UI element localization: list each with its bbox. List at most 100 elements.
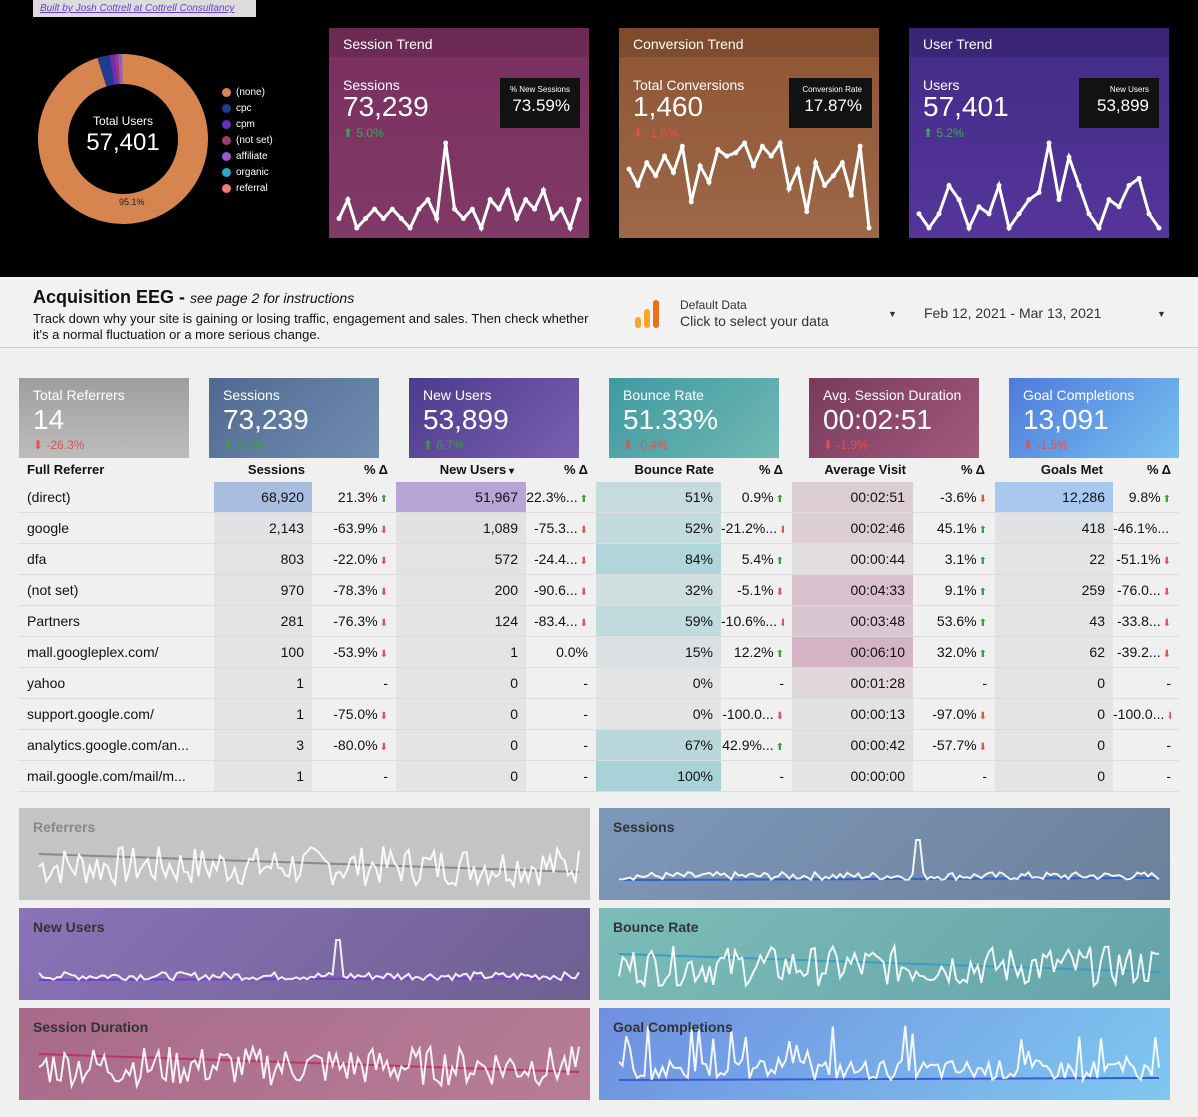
trend-point[interactable] xyxy=(804,209,810,215)
table-row[interactable]: analytics.google.com/an... 3 -80.0% ⬇︎ 0-67%… xyxy=(19,730,1179,761)
trend-point[interactable] xyxy=(567,225,573,231)
trend-point[interactable] xyxy=(768,153,774,159)
chevron-down-icon[interactable]: ▼ xyxy=(1157,309,1166,319)
trend-point[interactable] xyxy=(398,216,404,222)
trend-point[interactable] xyxy=(532,206,538,212)
trend-point[interactable] xyxy=(1066,154,1072,160)
trend-point[interactable] xyxy=(1026,197,1032,203)
column-header[interactable]: New Users ▾ xyxy=(396,458,514,482)
trend-point[interactable] xyxy=(1086,211,1092,217)
table-row[interactable]: yahoo 1 - 0 - 0% - 00:01:28 - 0 - xyxy=(19,668,1179,699)
column-header[interactable]: % Δ xyxy=(1113,458,1171,482)
column-header[interactable]: % Δ xyxy=(913,458,985,482)
table-row[interactable]: mail.google.com/mail/m... 1 - 0 - 100% - 00:00:… xyxy=(19,761,1179,792)
trend-point[interactable] xyxy=(1006,225,1012,231)
trend-point[interactable] xyxy=(662,153,668,159)
trend-point[interactable] xyxy=(363,216,369,222)
legend-item[interactable]: (not set) xyxy=(222,132,273,148)
trend-point[interactable] xyxy=(653,173,659,179)
table-row[interactable]: dfa 803 -22.0% ⬇︎ 572 -24.4... ⬇︎ 84% 5.4% ⬆︎ 00:0… xyxy=(19,544,1179,575)
trend-point[interactable] xyxy=(986,211,992,217)
trend-point[interactable] xyxy=(380,216,386,222)
trend-point[interactable] xyxy=(697,163,703,169)
trend-point[interactable] xyxy=(1036,190,1042,196)
legend-item[interactable]: cpc xyxy=(222,100,273,116)
trend-point[interactable] xyxy=(372,206,378,212)
trend-point[interactable] xyxy=(1156,225,1162,231)
sort-desc-icon[interactable]: ▾ xyxy=(506,466,514,477)
table-row[interactable]: google 2,143 -63.9% ⬇︎ 1,089 -75.3... ⬇︎ 52% -21… xyxy=(19,513,1179,544)
trend-point[interactable] xyxy=(1136,175,1142,181)
trend-point[interactable] xyxy=(1096,225,1102,231)
trend-point[interactable] xyxy=(505,187,511,193)
trend-point[interactable] xyxy=(487,197,493,203)
trend-point[interactable] xyxy=(389,206,395,212)
trend-point[interactable] xyxy=(936,211,942,217)
legend-item[interactable]: referral xyxy=(222,180,273,196)
trend-point[interactable] xyxy=(443,140,449,146)
trend-point[interactable] xyxy=(724,153,730,159)
trend-point[interactable] xyxy=(786,186,792,192)
trend-point[interactable] xyxy=(496,206,502,212)
chevron-down-icon[interactable]: ▼ xyxy=(888,309,897,319)
trend-point[interactable] xyxy=(478,225,484,231)
trend-point[interactable] xyxy=(416,206,422,212)
trend-point[interactable] xyxy=(540,187,546,193)
trend-point[interactable] xyxy=(549,216,555,222)
trend-point[interactable] xyxy=(926,225,932,231)
trend-point[interactable] xyxy=(1056,197,1062,203)
table-row[interactable]: Partners 281 -76.3% ⬇︎ 124 -83.4... ⬇︎ 59% -10.6… xyxy=(19,606,1179,637)
analytics-bar-icon[interactable] xyxy=(634,300,664,330)
data-source-sub-label[interactable]: Default Data xyxy=(680,298,747,312)
legend-item[interactable]: (none) xyxy=(222,84,273,100)
trend-point[interactable] xyxy=(866,225,872,231)
trend-point[interactable] xyxy=(434,216,440,222)
table-row[interactable]: mall.googleplex.com/100 -53.9% ⬇︎ 1 0.0% 15% 1… xyxy=(19,637,1179,668)
trend-point[interactable] xyxy=(1106,197,1112,203)
trend-point[interactable] xyxy=(514,216,520,222)
trend-point[interactable] xyxy=(1146,211,1152,217)
legend-item[interactable]: affiliate xyxy=(222,148,273,164)
trend-point[interactable] xyxy=(1116,204,1122,210)
trend-point[interactable] xyxy=(857,143,863,149)
trend-point[interactable] xyxy=(1076,183,1082,188)
table-row[interactable]: (direct) 68,920 21.3% ⬆︎ 51,967 22.3%... ⬆︎ 51%… xyxy=(19,482,1179,513)
credit-link[interactable]: Built by Josh Cottrell at Cottrell Consu… xyxy=(33,0,256,17)
column-header[interactable]: Bounce Rate xyxy=(596,458,714,482)
column-header[interactable]: % Δ xyxy=(526,458,588,482)
column-header[interactable]: Average Visit xyxy=(792,458,906,482)
trend-point[interactable] xyxy=(946,183,952,188)
trend-point[interactable] xyxy=(966,225,972,231)
trend-point[interactable] xyxy=(452,206,458,212)
data-source-selector[interactable]: Click to select your data xyxy=(680,313,829,329)
trend-point[interactable] xyxy=(848,192,854,198)
trend-point[interactable] xyxy=(1046,140,1052,146)
trend-point[interactable] xyxy=(635,183,641,188)
column-header[interactable]: Sessions xyxy=(214,458,305,482)
trend-point[interactable] xyxy=(558,206,564,212)
column-header[interactable]: Full Referrer xyxy=(27,458,207,482)
legend-item[interactable]: organic xyxy=(222,164,273,180)
trend-point[interactable] xyxy=(1126,183,1132,188)
column-header[interactable]: % Δ xyxy=(721,458,783,482)
trend-point[interactable] xyxy=(425,197,431,203)
trend-point[interactable] xyxy=(813,160,819,166)
trend-point[interactable] xyxy=(733,150,739,156)
trend-point[interactable] xyxy=(336,216,342,222)
trend-point[interactable] xyxy=(956,197,962,203)
trend-point[interactable] xyxy=(576,197,582,203)
trend-point[interactable] xyxy=(679,143,685,149)
date-range-picker[interactable]: Feb 12, 2021 - Mar 13, 2021 xyxy=(924,305,1102,321)
table-row[interactable]: (not set) 970 -78.3% ⬇︎ 200 -90.6... ⬇︎ 32% -5.1… xyxy=(19,575,1179,606)
trend-point[interactable] xyxy=(839,160,845,166)
trend-point[interactable] xyxy=(916,211,922,217)
trend-point[interactable] xyxy=(759,143,765,149)
trend-point[interactable] xyxy=(345,197,351,203)
trend-point[interactable] xyxy=(644,160,650,166)
column-header[interactable]: % Δ xyxy=(312,458,388,482)
trend-point[interactable] xyxy=(460,216,466,222)
trend-point[interactable] xyxy=(469,206,475,212)
trend-point[interactable] xyxy=(742,140,748,146)
table-row[interactable]: support.google.com/1 -75.0% ⬇︎ 0-0% -100.0..… xyxy=(19,699,1179,730)
trend-point[interactable] xyxy=(688,199,694,205)
